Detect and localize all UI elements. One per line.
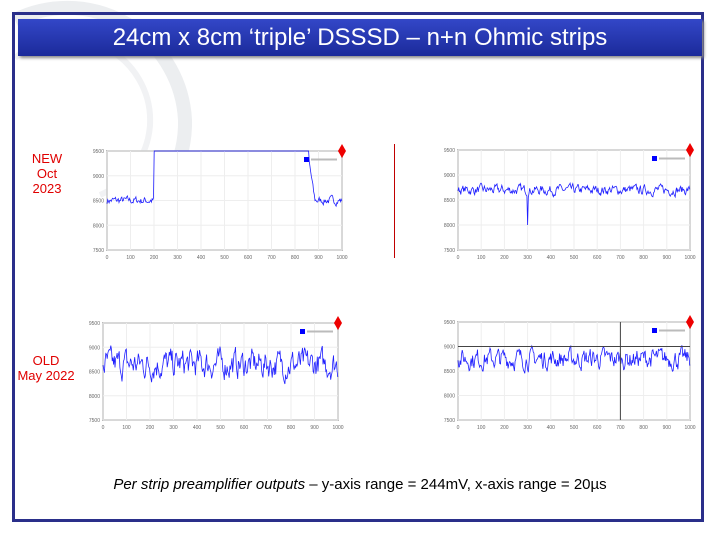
x-tick-label: 100 — [477, 255, 486, 261]
caption-rest: – y-axis range = 244mV, x-axis range = 2… — [305, 476, 607, 493]
legend-swatch — [652, 156, 657, 161]
x-tick-label: 500 — [570, 425, 579, 431]
y-tick-label: 8000 — [444, 394, 455, 400]
new-label-text: NEW — [31, 151, 63, 166]
y-tick-label: 9500 — [444, 320, 455, 326]
x-tick-label: 600 — [593, 255, 602, 261]
legend-text-placeholder — [659, 329, 685, 332]
x-tick-label: 0 — [106, 255, 109, 261]
y-tick-label: 7500 — [444, 248, 455, 254]
y-tick-label: 9500 — [89, 321, 100, 327]
old-label: OLD May 2022 — [16, 353, 76, 383]
x-tick-label: 900 — [310, 425, 319, 431]
x-tick-label: 0 — [102, 425, 105, 431]
x-tick-label: 300 — [523, 255, 532, 261]
old-date-text: May 2022 — [17, 368, 75, 383]
x-tick-label: 900 — [314, 255, 323, 261]
chart-new-1: 0 100 200 300 400 500 600 700 800 900 1000 7500 8000… — [93, 144, 348, 261]
red-diamond-marker — [686, 315, 694, 329]
old-label-text: OLD — [32, 353, 60, 368]
x-tick-label: 400 — [547, 425, 556, 431]
chart-old-1: 0 100 200 300 400 500 600 700 800 900 1000 7500 8000… — [89, 316, 344, 431]
x-tick-label: 400 — [193, 425, 202, 431]
red-diamond-marker — [334, 316, 342, 330]
y-tick-label: 9500 — [444, 148, 455, 154]
x-tick-label: 1000 — [332, 425, 343, 431]
caption: Per strip preamplifier outputs – y-axis … — [20, 476, 700, 493]
x-tick-label: 800 — [287, 425, 296, 431]
x-tick-label: 1000 — [336, 255, 347, 261]
x-tick-label: 0 — [457, 255, 460, 261]
x-tick-label: 700 — [616, 255, 625, 261]
new-label: NEW Oct 2023 — [22, 151, 72, 196]
x-tick-label: 300 — [523, 425, 532, 431]
chart-old-2: 0 100 200 300 400 500 600 700 800 900 1000 7500 8000… — [444, 315, 696, 431]
chart-new-2: 0 100 200 300 400 500 600 700 800 900 1000 7500 8000… — [444, 143, 696, 261]
x-tick-label: 300 — [173, 255, 182, 261]
y-tick-label: 8500 — [444, 198, 455, 204]
x-tick-label: 500 — [216, 425, 225, 431]
y-tick-label: 8000 — [93, 223, 104, 229]
new-date-text: Oct 2023 — [32, 166, 62, 196]
x-tick-label: 700 — [616, 425, 625, 431]
x-tick-label: 400 — [197, 255, 206, 261]
x-tick-label: 400 — [547, 255, 556, 261]
x-tick-label: 500 — [220, 255, 229, 261]
y-tick-label: 8500 — [93, 199, 104, 205]
y-tick-label: 9500 — [93, 149, 104, 155]
x-tick-label: 700 — [263, 425, 272, 431]
legend-swatch — [300, 329, 305, 334]
x-tick-label: 100 — [122, 425, 131, 431]
x-tick-label: 200 — [150, 255, 159, 261]
x-tick-label: 700 — [267, 255, 276, 261]
y-tick-label: 9000 — [93, 174, 104, 180]
x-tick-label: 900 — [663, 425, 672, 431]
y-tick-label: 8000 — [89, 394, 100, 400]
x-tick-label: 100 — [477, 425, 486, 431]
signal-trace — [457, 344, 691, 374]
signal-trace — [102, 345, 339, 385]
x-tick-label: 600 — [593, 425, 602, 431]
x-tick-label: 1000 — [684, 425, 695, 431]
y-tick-label: 9000 — [444, 173, 455, 179]
x-tick-label: 1000 — [684, 255, 695, 261]
x-tick-label: 600 — [244, 255, 253, 261]
y-tick-label: 7500 — [89, 418, 100, 424]
x-tick-label: 200 — [146, 425, 155, 431]
x-tick-label: 300 — [169, 425, 178, 431]
x-tick-label: 800 — [639, 425, 648, 431]
y-tick-label: 7500 — [93, 248, 104, 254]
x-tick-label: 900 — [663, 255, 672, 261]
y-tick-label: 8500 — [444, 369, 455, 375]
y-tick-label: 8000 — [444, 223, 455, 229]
caption-italic: Per strip preamplifier outputs — [113, 476, 306, 493]
y-tick-label: 9000 — [89, 345, 100, 351]
x-tick-label: 0 — [457, 425, 460, 431]
signal-trace — [106, 150, 343, 208]
x-tick-label: 200 — [500, 425, 509, 431]
y-tick-label: 7500 — [444, 418, 455, 424]
slide-frame — [12, 12, 704, 522]
x-tick-label: 100 — [126, 255, 135, 261]
legend-swatch — [652, 328, 657, 333]
legend-swatch — [304, 157, 309, 162]
x-tick-label: 200 — [500, 255, 509, 261]
slide-title: 24cm x 8cm ‘triple’ DSSSD – n+n Ohmic st… — [18, 19, 702, 56]
legend-text-placeholder — [307, 330, 333, 333]
x-tick-label: 500 — [570, 255, 579, 261]
x-tick-label: 800 — [291, 255, 300, 261]
y-tick-label: 8500 — [89, 370, 100, 376]
red-diamond-marker — [686, 143, 694, 157]
x-tick-label: 800 — [639, 255, 648, 261]
red-divider — [394, 144, 395, 258]
red-diamond-marker — [338, 144, 346, 158]
legend-text-placeholder — [659, 157, 685, 160]
legend-text-placeholder — [311, 158, 337, 161]
y-tick-label: 9000 — [444, 345, 455, 351]
signal-trace — [457, 181, 691, 226]
x-tick-label: 600 — [240, 425, 249, 431]
